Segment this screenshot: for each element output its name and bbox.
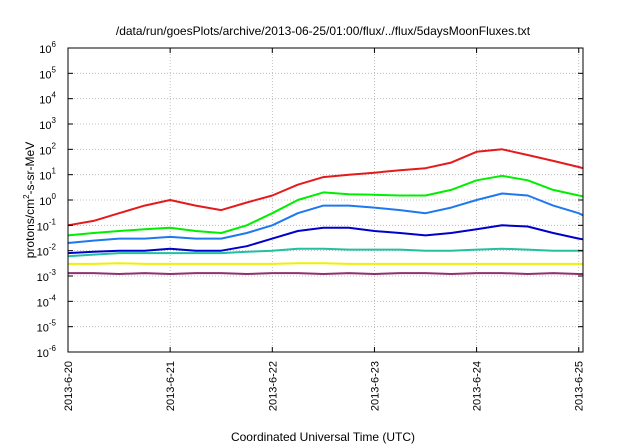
y-tick-label: 101 <box>39 167 56 183</box>
y-tick-exponent: -5 <box>49 319 57 328</box>
y-tick-base: 10 <box>37 323 49 335</box>
y-tick-base: 10 <box>37 297 49 309</box>
series-line-6 <box>68 262 583 265</box>
y-tick-label: 10-5 <box>37 319 57 335</box>
y-tick-base: 10 <box>37 247 49 259</box>
y-tick-exponent: 6 <box>52 40 57 49</box>
y-tick-exponent: 2 <box>52 141 57 150</box>
y-tick-base: 10 <box>39 171 51 183</box>
y-axis-label: protons/cm2-s-sr-MeV <box>22 142 37 258</box>
y-tick-exponent: -3 <box>49 268 57 277</box>
x-tick-label: 2013-6-25 <box>574 361 586 411</box>
series-line-4 <box>67 224 584 255</box>
y-tick-exponent: -1 <box>49 217 57 226</box>
y-tick-label: 106 <box>39 40 56 56</box>
y-axis-label-post: -s-sr-MeV <box>23 142 37 195</box>
y-tick-base: 10 <box>39 196 51 208</box>
y-tick-label: 10-6 <box>37 344 57 360</box>
x-tick-label: 2013-6-20 <box>63 361 75 411</box>
x-tick-label: 2013-6-23 <box>369 361 381 411</box>
y-tick-exponent: 3 <box>52 116 57 125</box>
y-axis-label-sup: 2 <box>22 194 31 199</box>
plot-frame <box>67 47 584 353</box>
y-tick-label: 104 <box>39 91 56 107</box>
x-tick-label: 2013-6-22 <box>267 361 279 411</box>
chart-title: /data/run/goesPlots/archive/2013-06-25/0… <box>116 24 531 38</box>
y-tick-exponent: 5 <box>52 65 57 74</box>
series-line-7 <box>68 272 583 275</box>
y-tick-label: 10-2 <box>37 243 57 259</box>
y-tick-exponent: -2 <box>49 243 57 252</box>
y-tick-label: 10-3 <box>37 268 57 284</box>
y-tick-label: 102 <box>39 141 56 157</box>
ticks: 10-610-510-410-310-210-11001011021031041… <box>37 40 586 411</box>
y-tick-exponent: -6 <box>49 344 57 353</box>
y-tick-exponent: -4 <box>49 293 57 302</box>
y-tick-exponent: 0 <box>52 192 57 201</box>
y-tick-base: 10 <box>39 69 51 81</box>
y-tick-base: 10 <box>39 120 51 132</box>
y-tick-base: 10 <box>37 221 49 233</box>
y-tick-base: 10 <box>39 44 51 56</box>
y-tick-base: 10 <box>37 272 49 284</box>
y-tick-label: 103 <box>39 116 56 132</box>
y-tick-exponent: 4 <box>52 91 57 100</box>
y-tick-label: 10-1 <box>37 217 57 233</box>
grid <box>67 48 583 352</box>
series-line-1 <box>67 148 584 227</box>
y-tick-exponent: 1 <box>52 167 57 176</box>
x-tick-label: 2013-6-21 <box>165 361 177 411</box>
series-line-5 <box>67 247 583 258</box>
series-line-3 <box>67 192 584 244</box>
y-tick-label: 10-4 <box>37 293 57 309</box>
y-tick-base: 10 <box>37 348 49 360</box>
y-tick-base: 10 <box>39 145 51 157</box>
x-tick-label: 2013-6-24 <box>472 361 484 411</box>
y-axis-label-pre: protons/cm <box>23 199 37 258</box>
x-axis-label: Coordinated Universal Time (UTC) <box>231 430 415 444</box>
y-tick-base: 10 <box>39 95 51 107</box>
series-layer <box>67 148 584 275</box>
y-tick-label: 105 <box>39 65 56 81</box>
series-line-2 <box>67 174 584 237</box>
y-tick-label: 100 <box>39 192 56 208</box>
